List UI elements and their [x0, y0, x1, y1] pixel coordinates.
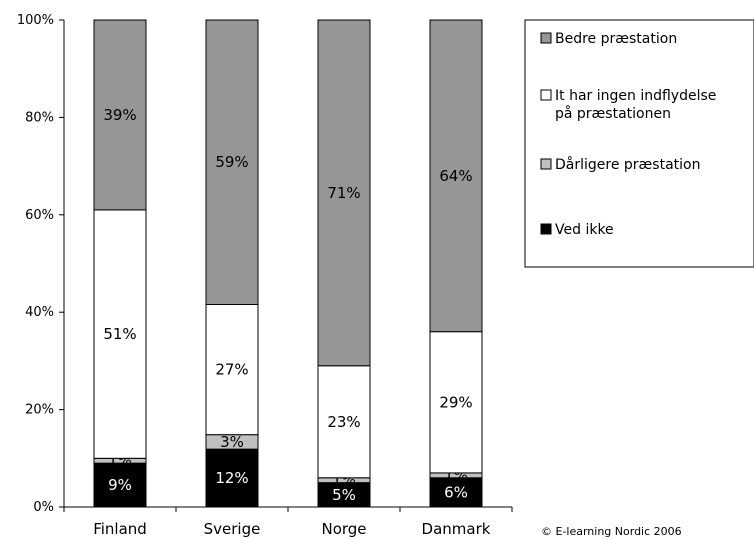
- x-tick-label: Finland: [93, 520, 147, 538]
- bar-segment: [429, 331, 483, 474]
- data-label: 71%: [327, 184, 360, 202]
- data-label: 12%: [215, 469, 248, 487]
- x-tick-label: Norge: [321, 520, 366, 538]
- legend: Bedre præstation It har ingen indflydelse…: [524, 19, 754, 268]
- legend-swatch: [540, 32, 552, 44]
- bar-segment: [205, 303, 259, 436]
- legend-label: Dårligere præstation: [555, 156, 700, 173]
- bar-segment: [205, 448, 259, 508]
- bar-segment: [93, 462, 147, 508]
- data-label: 6%: [444, 483, 468, 501]
- y-tick-label: 20%: [25, 403, 54, 418]
- copyright-text: © E-learning Nordic 2006: [541, 525, 682, 538]
- bar-segment: [205, 19, 259, 305]
- bar-segment: [317, 19, 371, 367]
- data-label: 59%: [215, 153, 248, 171]
- plot-area: 0%20%40%60%80%100%9%1%51%39%Finland12%3%…: [17, 13, 513, 538]
- bar-segment: [317, 482, 371, 508]
- data-label: 29%: [439, 393, 472, 411]
- bar-segment: [429, 19, 483, 333]
- data-label: 3%: [220, 433, 244, 451]
- legend-swatch: [540, 89, 552, 101]
- legend-swatch: [540, 223, 552, 235]
- y-tick-label: 40%: [25, 305, 54, 320]
- data-label: 9%: [108, 476, 132, 494]
- data-label: 51%: [103, 325, 136, 343]
- legend-label: It har ingen indflydelse: [555, 88, 716, 104]
- y-tick-label: 100%: [17, 13, 54, 28]
- legend-label: Bedre præstation: [555, 31, 677, 47]
- y-tick-label: 0%: [33, 500, 54, 515]
- data-label: 5%: [332, 486, 356, 504]
- bar-segment: [317, 365, 371, 479]
- y-tick-label: 80%: [25, 110, 54, 125]
- x-tick-label: Sverige: [204, 520, 261, 538]
- data-label: 23%: [327, 413, 360, 431]
- data-label: 27%: [215, 361, 248, 379]
- data-label: 64%: [439, 167, 472, 185]
- bar-segment: [93, 19, 147, 211]
- y-tick-label: 60%: [25, 208, 54, 223]
- data-label: 39%: [103, 106, 136, 124]
- legend-swatch: [540, 158, 552, 170]
- legend-box: [524, 19, 754, 268]
- legend-label: på præstationen: [555, 105, 671, 122]
- x-tick-label: Danmark: [422, 520, 491, 538]
- bar-segment: [429, 477, 483, 508]
- legend-label: Ved ikke: [555, 222, 614, 238]
